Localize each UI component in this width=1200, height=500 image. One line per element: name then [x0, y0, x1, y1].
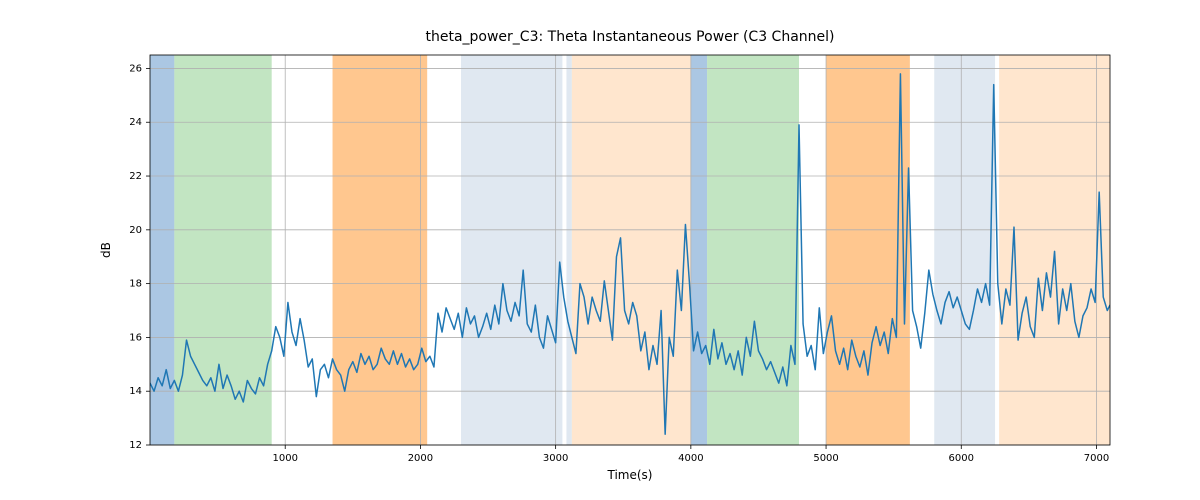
- y-axis-label: dB: [99, 242, 113, 258]
- ytick-label: 24: [129, 117, 142, 128]
- xtick-label: 5000: [813, 453, 838, 464]
- xtick-label: 2000: [408, 453, 433, 464]
- ytick-label: 14: [129, 386, 142, 397]
- xtick-label: 7000: [1084, 453, 1109, 464]
- xtick-label: 6000: [949, 453, 974, 464]
- chart-title: theta_power_C3: Theta Instantaneous Powe…: [425, 29, 834, 45]
- x-axis-label: Time(s): [607, 468, 653, 482]
- xtick-label: 1000: [272, 453, 297, 464]
- ytick-label: 20: [129, 225, 142, 236]
- chart-container: 1000 2000 3000 4000 5000 6000 7000 12 14 16 18 20 22…: [0, 0, 1200, 500]
- ytick-label: 16: [129, 332, 142, 343]
- ytick-label: 26: [129, 63, 142, 74]
- xtick-label: 4000: [678, 453, 703, 464]
- ytick-label: 12: [129, 440, 142, 451]
- ytick-label: 18: [129, 279, 142, 290]
- chart-svg: 1000 2000 3000 4000 5000 6000 7000 12 14 16 18 20 22…: [0, 0, 1200, 500]
- xtick-label: 3000: [543, 453, 568, 464]
- ytick-label: 22: [129, 171, 142, 182]
